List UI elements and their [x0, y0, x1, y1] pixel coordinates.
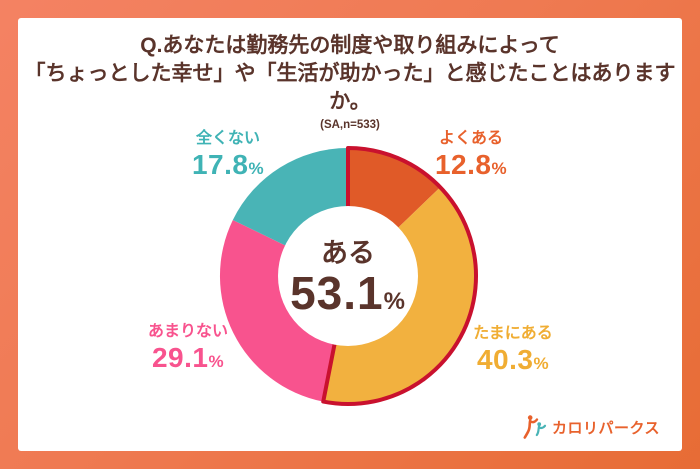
sample-size-note: (SA,n=533): [320, 119, 380, 131]
center-summary-value: 53.1%: [290, 267, 406, 319]
label-yokuaru: よくある 12.8%: [434, 130, 508, 180]
donut-hole: [278, 206, 418, 346]
question-title-line2: 「ちょっとした幸せ」や「生活が助かった」と感じたことはありますか。: [24, 62, 676, 113]
percent-sign: %: [383, 288, 406, 315]
percent-sign: %: [491, 159, 508, 178]
brand-logo-text: カロリパークス: [551, 420, 660, 437]
center-summary-text: ある: [321, 238, 375, 268]
label-tamaniaru: たまにある 40.3%: [473, 325, 553, 375]
brand-logo-icon: [523, 415, 547, 439]
question-title-line1: Q.あなたは勤務先の制度や取り組みによって: [140, 34, 560, 57]
label-mattakunai: 全くない 17.8%: [191, 130, 265, 180]
donut-chart: [219, 146, 478, 406]
question-title: Q.あなたは勤務先の制度や取り組みによって 「ちょっとした幸せ」や「生活が助かっ…: [18, 32, 682, 133]
highlight-outline: [321, 146, 478, 406]
percent-sign: %: [533, 354, 550, 373]
center-summary: ある 53.1%: [248, 237, 448, 326]
label-amarinai: あまりない 29.1%: [147, 323, 228, 373]
brand-logo: カロリパークス: [523, 414, 660, 441]
infographic-card: Q.あなたは勤務先の制度や取り組みによって 「ちょっとした幸せ」や「生活が助かっ…: [18, 18, 682, 451]
percent-sign: %: [208, 352, 225, 371]
percent-sign: %: [248, 159, 265, 178]
